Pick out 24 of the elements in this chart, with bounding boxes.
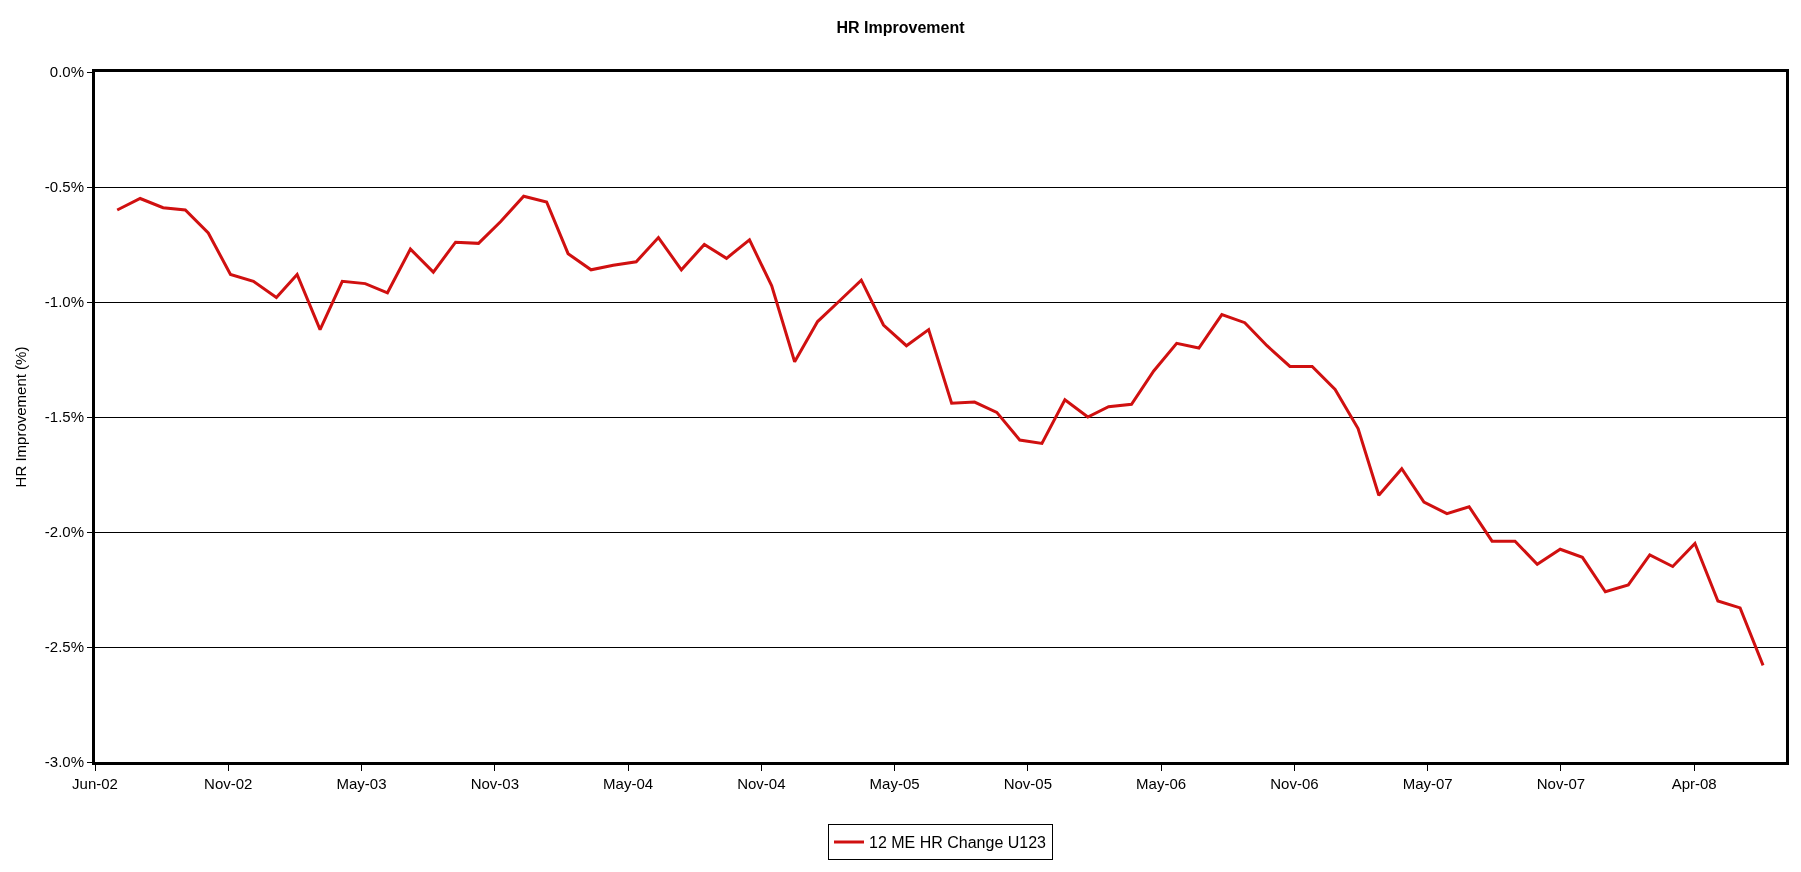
y-tick-label: 0.0% [49, 63, 84, 81]
y-tick-label: -0.5% [44, 178, 84, 196]
y-tick-label: -1.5% [44, 408, 84, 426]
x-tick-label: Nov-06 [1270, 775, 1319, 792]
y-tick-label: -2.0% [44, 523, 84, 541]
y-tick-label: -3.0% [44, 753, 84, 771]
y-tick-label: -1.0% [44, 293, 84, 311]
line-series [115, 194, 1765, 667]
chart-title: HR Improvement [836, 19, 966, 36]
x-tick-label: May-03 [336, 775, 387, 792]
x-tick-label: May-07 [1402, 775, 1453, 792]
y-tick-label: -2.5% [44, 638, 84, 656]
x-tick-label: Nov-02 [204, 775, 253, 792]
x-tick-label: May-04 [603, 775, 654, 792]
x-tick-label: Jun-02 [72, 775, 118, 792]
legend-label: 12 ME HR Change U123 [869, 834, 1047, 852]
x-tick-label: Apr-08 [1671, 775, 1717, 792]
x-tick-label: May-05 [869, 775, 920, 792]
x-tick-label: May-06 [1136, 775, 1187, 792]
x-tick-label: Nov-05 [1003, 775, 1053, 792]
x-tick-label: Nov-07 [1536, 775, 1586, 792]
y-axis-title: HR Improvement (%) [12, 346, 30, 488]
x-tick-label: Nov-03 [470, 775, 519, 792]
x-tick-label: Nov-04 [737, 775, 786, 792]
